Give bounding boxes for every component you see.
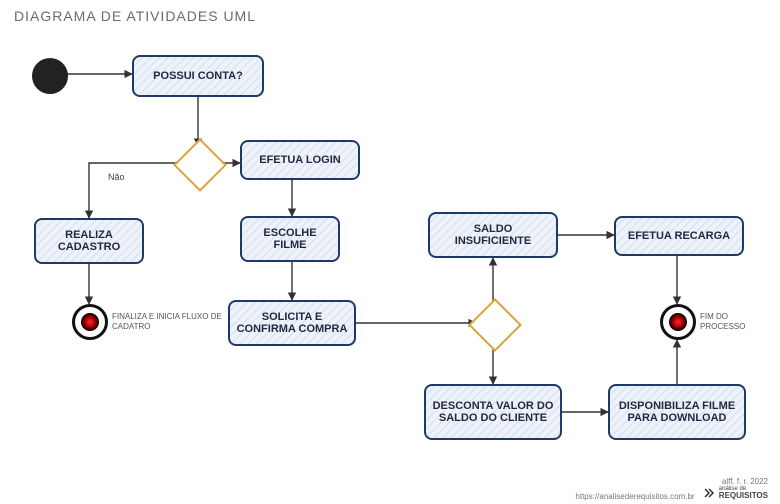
node-escolhe-filme: ESCOLHE FILME <box>240 216 340 262</box>
node-disponibiliza-filme: DISPONIBILIZA FILME PARA DOWNLOAD <box>608 384 746 440</box>
footer-credit: alff. f. r. 2022 <box>722 477 768 486</box>
end-node-cadastro <box>72 304 108 340</box>
node-solicita-compra: SOLICITA E CONFIRMA COMPRA <box>228 300 356 346</box>
diagram-title: DIAGRAMA DE ATIVIDADES UML <box>14 8 256 24</box>
footer: alff. f. r. 2022 https://analisederequis… <box>575 477 768 502</box>
node-efetua-recarga: EFETUA RECARGA <box>614 216 744 256</box>
end-node-cadastro-label: FINALIZA E INICIA FLUXO DE CADATRO <box>112 312 222 331</box>
decision-has-account <box>173 138 227 192</box>
decision-balance <box>468 298 522 352</box>
node-saldo-insuficiente: SALDO INSUFICIENTE <box>428 212 558 258</box>
node-desconta-valor: DESCONTA VALOR DO SALDO DO CLIENTE <box>424 384 562 440</box>
footer-brand: análise de REQUISITOS <box>703 486 768 500</box>
footer-url: https://analisederequisitos.com.br <box>575 492 694 501</box>
end-node-processo-label: FIM DO PROCESSO <box>700 312 760 331</box>
brand-big: REQUISITOS <box>719 492 768 500</box>
node-possui-conta: POSSUI CONTA? <box>132 55 264 97</box>
brand-icon <box>703 487 715 499</box>
edge-label-nao: Não <box>108 172 125 182</box>
start-node <box>32 58 68 94</box>
node-efetua-login: EFETUA LOGIN <box>240 140 360 180</box>
node-realiza-cadastro: REALIZA CADASTRO <box>34 218 144 264</box>
end-node-processo <box>660 304 696 340</box>
